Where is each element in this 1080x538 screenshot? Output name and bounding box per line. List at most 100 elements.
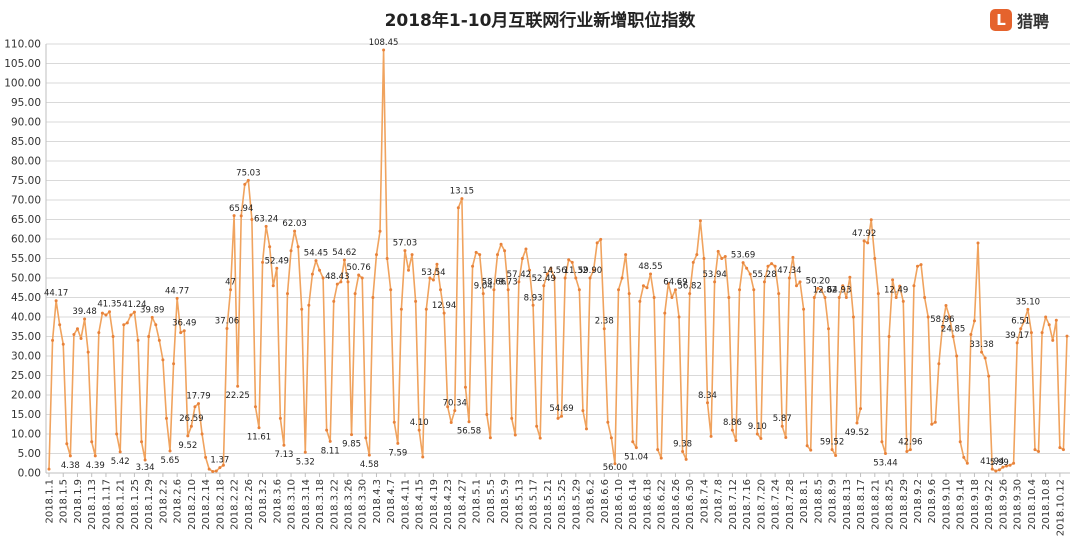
data-point: [627, 292, 631, 296]
data-point: [990, 467, 994, 471]
data-point: [229, 288, 233, 292]
data-point: [560, 414, 564, 418]
data-point: [129, 313, 133, 317]
x-tick-label: 2018.4.15: [415, 479, 426, 530]
data-point: [659, 456, 663, 460]
data-label: 7.59: [388, 448, 407, 458]
data-point: [140, 440, 144, 444]
data-point: [510, 416, 514, 420]
data-point: [296, 245, 300, 249]
data-label: 57.03: [393, 239, 417, 249]
data-point: [495, 253, 499, 257]
data-point: [449, 421, 453, 425]
data-label: 26.59: [179, 414, 203, 424]
data-point: [698, 219, 702, 223]
y-tick-label: 95.00: [11, 97, 41, 109]
y-tick-label: 55.00: [11, 253, 41, 265]
x-tick-label: 2018.3.26: [343, 479, 354, 530]
x-tick-label: 2018.10.8: [1041, 479, 1052, 530]
data-point: [186, 434, 190, 438]
data-point: [446, 405, 450, 409]
data-point: [1008, 463, 1012, 467]
data-label: 44.77: [165, 286, 189, 296]
data-point: [901, 299, 905, 303]
data-point: [513, 433, 517, 437]
x-tick-label: 2018.2.22: [230, 479, 241, 530]
data-point: [243, 182, 247, 186]
data-point: [520, 257, 524, 260]
data-point: [823, 296, 827, 299]
data-label: 17.79: [186, 392, 210, 402]
data-label: 41.24: [122, 300, 146, 310]
data-label: 54.62: [332, 248, 356, 258]
data-label: 1.37: [210, 456, 229, 466]
data-label: 48.55: [638, 262, 662, 272]
data-point: [51, 338, 55, 342]
data-point: [485, 413, 489, 416]
y-tick-label: 65.00: [11, 214, 41, 226]
data-label: 41.94: [980, 457, 1004, 467]
x-tick-label: 2018.2.26: [244, 479, 255, 530]
data-point: [766, 264, 770, 268]
data-point: [189, 424, 193, 428]
data-label: 49.52: [845, 428, 869, 438]
data-point: [730, 428, 734, 432]
data-point: [631, 440, 635, 444]
data-point: [958, 440, 962, 444]
data-point: [684, 457, 688, 461]
data-point: [770, 262, 774, 266]
data-point: [321, 276, 325, 280]
data-point: [670, 296, 674, 299]
data-point: [624, 253, 628, 257]
data-label: 7.13: [274, 450, 293, 460]
x-tick-label: 2018.1.1: [45, 479, 56, 524]
data-point: [172, 362, 176, 366]
data-point: [645, 286, 649, 290]
y-tick-label: 0.00: [18, 468, 41, 480]
x-tick-label: 2018.5.29: [571, 479, 582, 530]
data-point: [563, 276, 567, 280]
x-tick-label: 2018.8.17: [856, 479, 867, 530]
data-point: [1044, 315, 1048, 319]
data-label: 5.65: [161, 456, 180, 466]
data-point: [720, 257, 724, 260]
data-point: [499, 242, 503, 246]
x-tick-label: 2018.10.12: [1055, 479, 1066, 536]
data-point: [542, 284, 546, 288]
data-point: [609, 436, 613, 440]
data-label: 65.94: [229, 204, 253, 214]
x-tick-label: 2018.7.28: [785, 479, 796, 530]
data-point: [339, 280, 343, 284]
data-point: [318, 268, 322, 272]
data-point: [663, 311, 667, 315]
data-point: [506, 288, 510, 292]
data-point: [132, 310, 136, 314]
data-point: [61, 342, 65, 346]
x-tick-label: 2018.7.24: [771, 479, 782, 530]
y-tick-label: 110.00: [4, 39, 41, 51]
data-point: [748, 272, 752, 276]
x-tick-label: 2018.3.6: [272, 479, 283, 524]
data-point: [364, 436, 368, 440]
data-label: 14.56: [542, 266, 566, 276]
data-label: 2.38: [595, 317, 614, 327]
data-point: [250, 218, 254, 221]
x-tick-label: 2018.7.20: [756, 479, 767, 530]
data-point: [969, 333, 973, 337]
data-label: 11.32: [564, 266, 588, 276]
data-point: [303, 450, 307, 454]
data-point: [182, 329, 186, 333]
y-tick-label: 60.00: [11, 234, 41, 246]
x-tick-label: 2018.7.4: [699, 479, 710, 524]
x-tick-label: 2018.3.14: [301, 479, 312, 530]
data-point: [261, 260, 265, 264]
data-label: 53.44: [873, 459, 897, 469]
y-tick-label: 50.00: [11, 273, 41, 285]
y-tick-label: 40.00: [11, 312, 41, 324]
data-point: [809, 448, 813, 452]
data-point: [239, 214, 243, 218]
data-point: [1015, 341, 1019, 345]
data-point: [595, 241, 599, 245]
data-point: [649, 272, 653, 276]
data-point: [161, 358, 165, 362]
